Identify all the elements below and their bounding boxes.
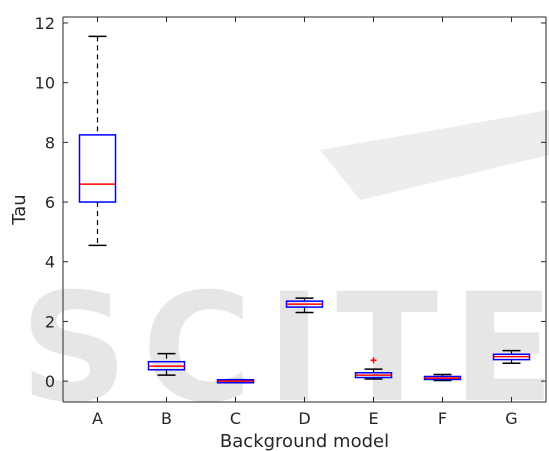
watermark: SCITE — [20, 110, 549, 436]
box-F — [423, 373, 462, 382]
y-tick-label: 4 — [45, 253, 55, 272]
y-tick-label: 6 — [45, 193, 55, 212]
x-tick-label: D — [298, 409, 310, 428]
y-tick-label: 2 — [45, 312, 55, 331]
box-iqr — [78, 134, 117, 203]
watermark-text: SCITE — [20, 262, 549, 436]
x-tick-label: E — [368, 409, 378, 428]
box-D — [285, 297, 324, 314]
x-tick-label: G — [505, 409, 517, 428]
box-B — [147, 352, 186, 376]
x-tick-label: C — [230, 409, 241, 428]
watermark-swoosh — [320, 110, 549, 200]
x-tick-label: A — [92, 409, 103, 428]
box-C — [216, 378, 255, 384]
y-tick-label: 12 — [35, 14, 55, 33]
x-tick-label: F — [438, 409, 447, 428]
y-tick-label: 0 — [45, 372, 55, 391]
y-tick-label: 10 — [35, 74, 55, 93]
boxes — [78, 35, 531, 384]
box-A — [78, 35, 117, 247]
x-axis-label: Background model — [220, 431, 389, 451]
y-axis-label: Tau — [9, 194, 30, 225]
box-G — [492, 349, 531, 364]
box-E — [354, 357, 393, 380]
y-tick-label: 8 — [45, 133, 55, 152]
axes: 0 2 4 6 8 10 12 A B C D E F G — [35, 14, 547, 428]
x-tick-label: B — [161, 409, 172, 428]
